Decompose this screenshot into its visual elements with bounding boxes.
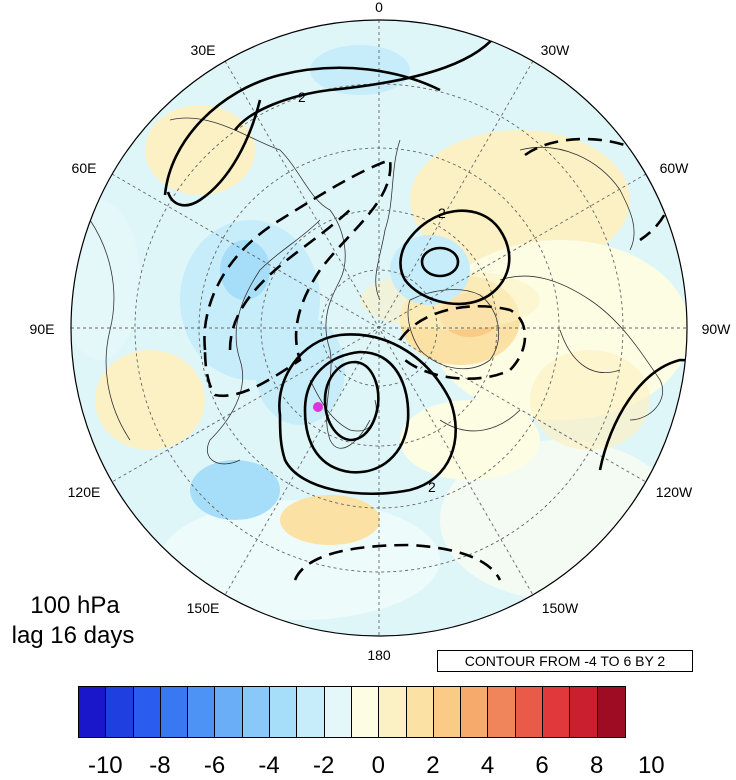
colorbar-box [351,687,380,737]
lon-label-180: 180 [367,647,391,663]
colorbar-box [79,687,107,737]
colorbar-box [570,687,598,737]
colorbar-box [406,687,434,737]
location-marker [313,402,323,412]
contour-label: 2 [438,205,446,221]
contour-label: 2 [428,479,436,495]
contour-positive-atlantic [399,209,511,306]
plot-title-level: 100 hPa [30,592,120,619]
colorbar-box [488,687,516,737]
positive-anomaly-atlantic [410,130,630,270]
colorbar-tick-label: -10 [87,752,123,779]
contour-negative-asia [203,158,392,398]
contour-negative-pacific [293,543,502,581]
colorbar-tick-label: 8 [590,752,604,779]
lon-label-120e: 120E [68,484,101,500]
contour-positive-pacific [278,333,458,496]
lon-label-150e: 150E [187,600,220,616]
contour-label: 2 [298,89,306,105]
colorbar-tick-label: 10 [637,752,665,779]
colorbar-box [597,687,625,737]
colorbar-box [160,687,189,737]
colorbar-box [188,687,216,737]
colorbar-box [461,687,489,737]
colorbar-tick-label: 6 [535,752,549,779]
lon-label-30e: 30E [191,42,216,58]
lon-label-90w: 90W [702,321,732,337]
colorbar-tick-label: -4 [258,752,280,779]
colorbar-box [297,687,325,737]
colorbar-box [379,687,407,737]
colorbar-tick-label: -6 [203,752,226,779]
colorbar-tick-label: -8 [149,752,171,779]
colorbar-box [133,687,161,737]
lon-label-90e: 90E [30,321,55,337]
positive-anomaly-pacific [280,495,380,545]
colorbar [78,686,626,738]
lon-label-30w: 30W [541,42,571,58]
colorbar-box [106,687,134,737]
colorbar-tick-label: 4 [480,752,495,779]
colorbar-box [433,687,462,737]
map-border [70,19,688,637]
contours [163,29,687,496]
colorbar-box [270,687,298,737]
colorbar-box [515,687,544,737]
lon-label-0: 0 [375,0,383,15]
colorbar-box [242,687,271,737]
lon-label-150w: 150W [542,600,579,616]
plot-title-lag: lag 16 days [11,622,135,649]
lon-label-60w: 60W [660,160,690,176]
graticule [71,20,687,636]
colorbar-tick-label: 0 [371,752,385,779]
colorbar-box [215,687,243,737]
contour-info-box: CONTOUR FROM -4 TO 6 BY 2 [437,650,693,672]
lon-label-120w: 120W [656,484,693,500]
colorbar-tick-label: -2 [313,752,335,779]
colorbar-box [543,687,571,737]
colorbar-tick-label: 2 [426,752,440,779]
contour-positive-eurasia [163,66,441,196]
lon-label-60e: 60E [72,160,97,176]
colorbar-box [324,687,352,737]
